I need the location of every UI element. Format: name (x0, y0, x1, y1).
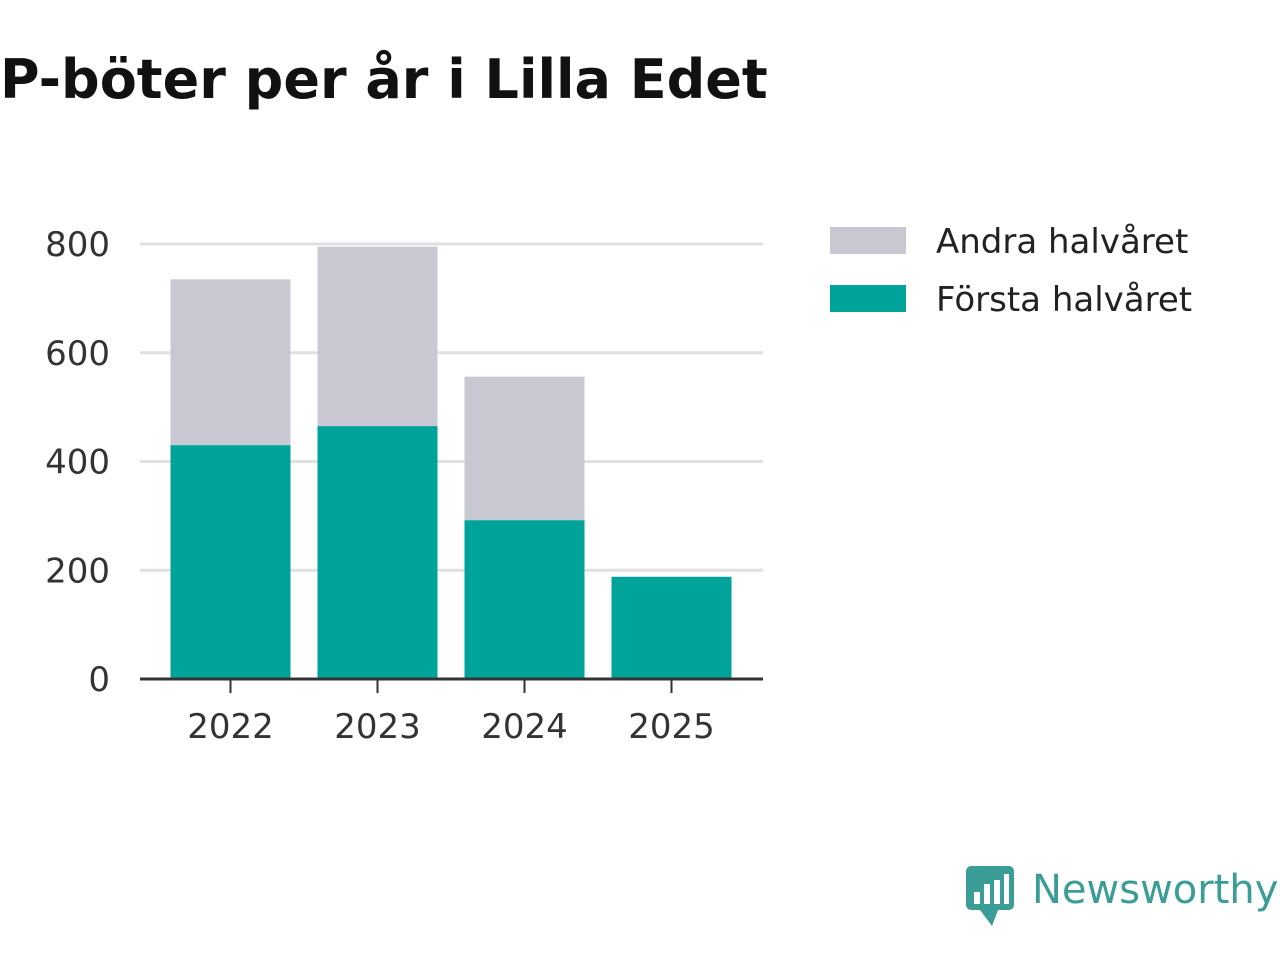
y-tick-label: 200 (45, 551, 110, 591)
bar-segment-2022-first-half (170, 445, 291, 679)
bar-segment-2024-first-half (464, 520, 585, 679)
x-tick-label: 2023 (334, 707, 421, 747)
y-tick-label: 400 (45, 443, 110, 483)
bar-segment-2023-first-half (317, 426, 438, 679)
y-tick-label: 800 (45, 225, 110, 265)
newsworthy-logo-icon (966, 866, 1014, 926)
y-tick-label: 600 (45, 334, 110, 374)
axes: 0 200 400 600 800 2022 2023 2024 2025 (45, 225, 763, 747)
legend-swatch (830, 227, 906, 254)
legend-swatch (830, 285, 906, 312)
newsworthy-brand: Newsworthy (966, 866, 1278, 926)
legend: Andra halvåret Första halvåret (830, 222, 1192, 320)
x-tick-label: 2022 (187, 707, 274, 747)
y-tick-label: 0 (88, 660, 110, 700)
bar-segment-2024-second-half (464, 376, 585, 521)
brand-name: Newsworthy (1032, 867, 1278, 913)
bar-segment-2022-second-half (170, 279, 291, 446)
x-tick-label: 2025 (628, 707, 715, 747)
bar-segment-2025-first-half (611, 576, 732, 679)
bars (170, 246, 732, 679)
chart-title: P-böter per år i Lilla Edet (0, 48, 768, 111)
legend-label: Andra halvåret (936, 222, 1188, 262)
x-tick-label: 2024 (481, 707, 568, 747)
bar-segment-2023-second-half (317, 246, 438, 427)
legend-label: Första halvåret (936, 280, 1192, 320)
